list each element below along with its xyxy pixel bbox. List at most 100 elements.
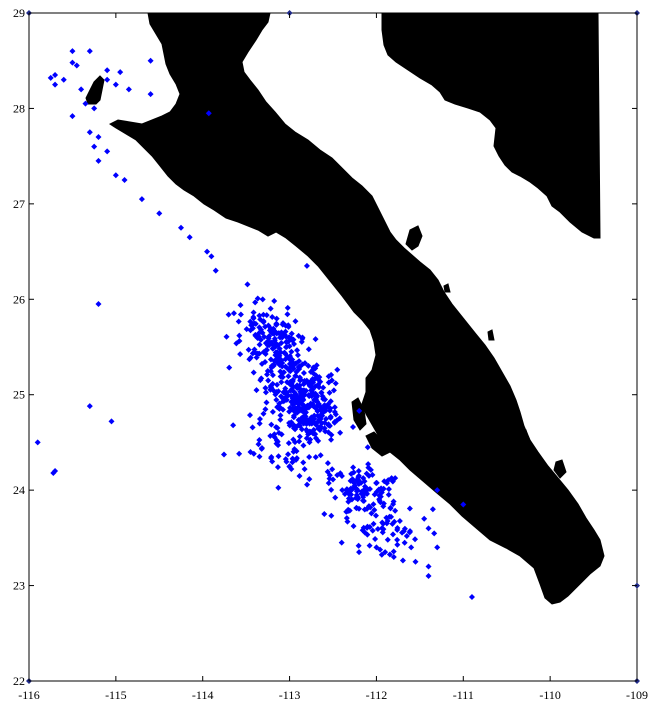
data-point	[328, 486, 335, 493]
data-point	[290, 336, 297, 343]
data-point	[313, 421, 320, 428]
data-point	[50, 469, 57, 476]
data-point	[112, 81, 119, 88]
data-point	[343, 486, 350, 493]
data-point	[331, 404, 338, 411]
data-point	[275, 442, 282, 449]
data-point	[326, 389, 333, 396]
data-point	[355, 476, 362, 483]
data-point	[95, 301, 102, 308]
data-point	[280, 388, 287, 395]
data-point	[314, 408, 321, 415]
data-point	[262, 406, 269, 413]
data-point	[364, 444, 371, 451]
data-point	[305, 346, 312, 353]
data-point	[256, 437, 263, 444]
x-tick-label: -116	[18, 688, 40, 702]
data-point	[306, 454, 313, 461]
data-point	[380, 503, 387, 510]
data-point	[460, 501, 467, 508]
data-point	[275, 359, 282, 366]
data-point	[250, 314, 257, 321]
data-point	[236, 450, 243, 457]
data-point	[392, 507, 399, 514]
data-point	[355, 468, 362, 475]
data-point	[289, 455, 296, 462]
data-point	[394, 541, 401, 548]
data-point	[378, 551, 385, 558]
data-point	[332, 380, 339, 387]
data-point	[312, 431, 319, 438]
data-point	[408, 544, 415, 551]
data-point	[34, 439, 41, 446]
isla-san-esteban	[443, 283, 451, 293]
data-point	[284, 304, 291, 311]
data-point	[273, 321, 280, 328]
data-point	[290, 414, 297, 421]
data-point	[272, 391, 279, 398]
data-point	[399, 557, 406, 564]
data-point	[274, 424, 281, 431]
y-tick-label: 27	[13, 197, 25, 211]
data-point	[312, 365, 319, 372]
data-point	[235, 318, 242, 325]
data-point	[345, 498, 352, 505]
data-point	[370, 520, 377, 527]
data-point	[383, 520, 390, 527]
data-point	[178, 224, 184, 231]
data-point	[348, 491, 355, 498]
data-point	[274, 464, 281, 471]
data-point	[86, 403, 93, 410]
data-point	[221, 451, 228, 458]
data-point	[296, 358, 303, 365]
data-point	[379, 486, 386, 493]
data-point	[262, 389, 269, 396]
x-tick-label: -111	[453, 688, 474, 702]
data-point	[308, 393, 315, 400]
data-point	[386, 551, 393, 558]
data-point	[253, 387, 260, 394]
data-point	[296, 438, 303, 445]
data-point	[349, 423, 356, 430]
data-point	[60, 76, 67, 83]
data-point	[353, 505, 360, 512]
data-point	[268, 421, 275, 428]
data-point	[309, 376, 316, 383]
data-point	[412, 558, 419, 565]
data-point	[389, 520, 396, 527]
data-point	[288, 419, 295, 426]
data-point	[246, 412, 253, 419]
data-point	[298, 426, 305, 433]
data-point	[274, 349, 281, 356]
data-point	[365, 464, 372, 471]
data-point	[69, 59, 76, 66]
data-point	[377, 546, 384, 553]
data-point	[230, 422, 237, 429]
data-point	[315, 437, 322, 444]
data-point	[339, 487, 346, 494]
data-point	[262, 385, 269, 392]
y-tick-label: 22	[13, 674, 25, 688]
data-point	[259, 296, 266, 303]
data-point	[328, 436, 335, 443]
data-point	[244, 281, 251, 288]
isla-angel-de-la-guarda	[333, 164, 343, 181]
data-point	[278, 369, 285, 376]
data-point	[285, 373, 292, 380]
data-point	[275, 429, 282, 436]
data-point	[368, 510, 375, 517]
data-point	[425, 563, 432, 570]
data-point	[283, 393, 290, 400]
data-point	[374, 526, 381, 533]
y-tick-label: 25	[13, 388, 25, 402]
data-point	[258, 326, 265, 333]
data-point	[401, 539, 408, 546]
data-point	[369, 527, 376, 534]
data-point	[390, 553, 397, 560]
data-point	[325, 480, 332, 487]
data-point	[292, 318, 299, 325]
data-point	[86, 129, 93, 136]
data-point	[256, 453, 263, 460]
data-point	[274, 381, 281, 388]
data-point	[73, 62, 80, 69]
